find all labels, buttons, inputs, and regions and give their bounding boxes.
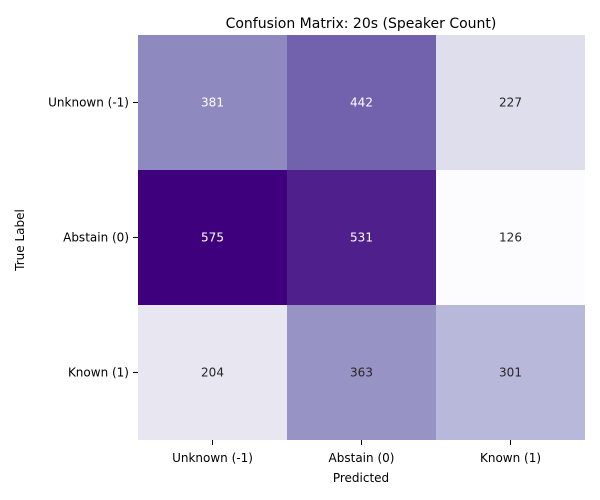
heatmap-cells bbox=[138, 35, 585, 440]
x-axis-label: Predicted bbox=[333, 471, 389, 485]
heatmap-cell-label: 227 bbox=[499, 96, 522, 110]
heatmap-cell-label: 575 bbox=[201, 231, 224, 245]
x-tick-label: Unknown (-1) bbox=[172, 451, 253, 465]
heatmap-cell bbox=[287, 170, 436, 305]
y-axis: Unknown (-1) Abstain (0) Known (1) bbox=[48, 96, 138, 380]
y-axis-label: True Label bbox=[13, 209, 27, 272]
heatmap-cell-label: 442 bbox=[350, 96, 373, 110]
heatmap-cell bbox=[287, 35, 436, 170]
heatmap-cell-labels: 381 442 227 575 531 126 204 363 301 bbox=[201, 96, 522, 380]
heatmap-cell bbox=[436, 35, 585, 170]
y-tick-label: Known (1) bbox=[68, 366, 129, 380]
heatmap-cell-label: 126 bbox=[499, 231, 522, 245]
heatmap-cell-label: 301 bbox=[499, 366, 522, 380]
heatmap-cell-label: 381 bbox=[201, 96, 224, 110]
heatmap-cell bbox=[138, 305, 287, 440]
heatmap-cell bbox=[138, 170, 287, 305]
heatmap-cell bbox=[138, 35, 287, 170]
heatmap-cell bbox=[436, 305, 585, 440]
heatmap-cell bbox=[287, 305, 436, 440]
heatmap-cell-label: 531 bbox=[350, 231, 373, 245]
x-tick-label: Known (1) bbox=[480, 451, 541, 465]
x-tick-label: Abstain (0) bbox=[329, 451, 395, 465]
chart-title: Confusion Matrix: 20s (Speaker Count) bbox=[226, 16, 497, 32]
heatmap-cell-label: 363 bbox=[350, 366, 373, 380]
heatmap-cell bbox=[436, 170, 585, 305]
heatmap-cell-label: 204 bbox=[201, 366, 224, 380]
x-axis: Unknown (-1) Abstain (0) Known (1) bbox=[172, 440, 541, 465]
y-tick-label: Unknown (-1) bbox=[48, 96, 129, 110]
y-tick-label: Abstain (0) bbox=[63, 231, 129, 245]
